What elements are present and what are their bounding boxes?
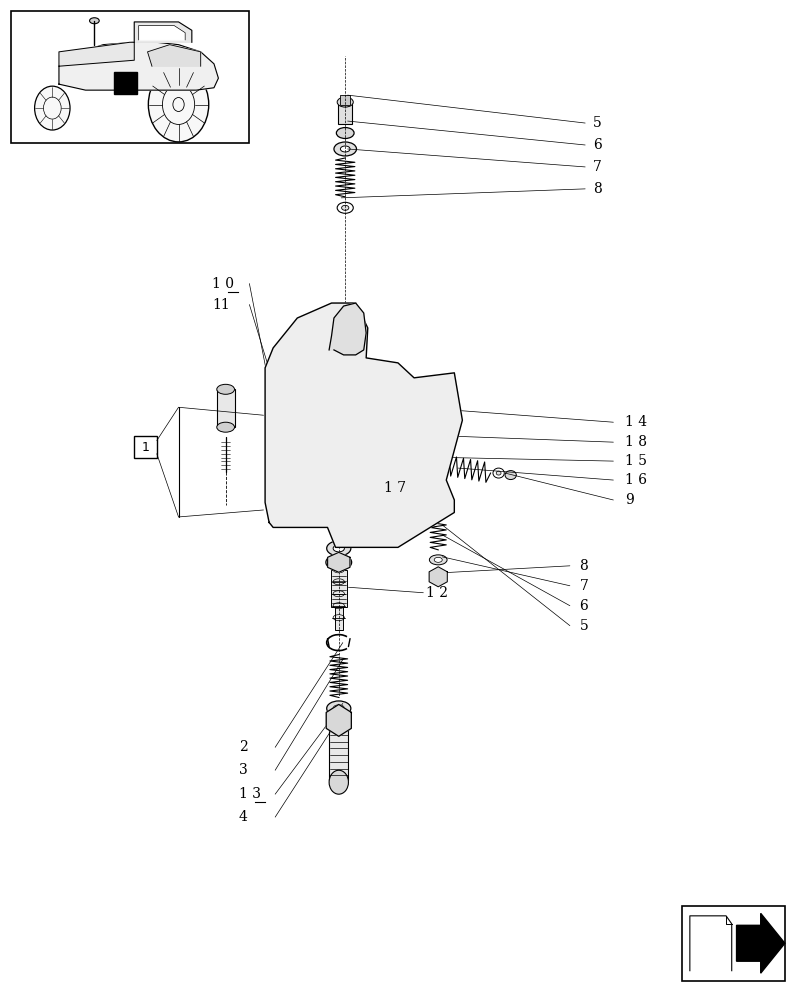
Ellipse shape (337, 97, 353, 107)
Circle shape (404, 440, 420, 460)
Ellipse shape (333, 545, 344, 552)
Circle shape (339, 487, 356, 507)
Text: 7: 7 (593, 160, 602, 174)
Circle shape (149, 67, 208, 142)
Ellipse shape (342, 205, 349, 210)
Text: 1 8: 1 8 (625, 435, 647, 449)
Bar (330, 570, 347, 607)
Text: 2: 2 (239, 740, 248, 754)
Circle shape (329, 770, 348, 794)
Ellipse shape (429, 555, 447, 565)
Circle shape (410, 470, 434, 500)
Circle shape (402, 459, 443, 511)
Ellipse shape (406, 397, 419, 409)
Ellipse shape (268, 397, 286, 409)
Polygon shape (326, 704, 351, 736)
Polygon shape (329, 303, 366, 355)
Text: 1: 1 (141, 441, 149, 454)
Polygon shape (59, 42, 218, 90)
Circle shape (339, 318, 356, 338)
Text: 1 7: 1 7 (384, 481, 406, 495)
Ellipse shape (496, 471, 501, 475)
Ellipse shape (337, 202, 353, 213)
Circle shape (301, 397, 362, 473)
Circle shape (343, 492, 351, 502)
Bar (338, 102, 352, 124)
Polygon shape (59, 42, 134, 66)
Bar (134, 436, 157, 458)
Bar (329, 725, 348, 780)
Text: 11: 11 (213, 298, 230, 312)
Ellipse shape (505, 471, 516, 480)
Ellipse shape (326, 541, 351, 556)
Circle shape (305, 468, 325, 492)
Bar (335, 607, 343, 630)
Text: 1 3: 1 3 (239, 787, 261, 801)
Text: 1 0: 1 0 (213, 277, 234, 291)
Polygon shape (429, 567, 448, 587)
Bar (114, 72, 137, 94)
Polygon shape (737, 913, 785, 973)
Ellipse shape (493, 468, 504, 478)
Bar (340, 95, 350, 105)
Ellipse shape (273, 401, 281, 406)
Polygon shape (690, 916, 732, 971)
Bar (217, 389, 234, 427)
Ellipse shape (326, 554, 351, 570)
Text: 9: 9 (625, 493, 634, 507)
Ellipse shape (90, 18, 99, 24)
Ellipse shape (336, 128, 354, 139)
Ellipse shape (217, 384, 234, 394)
Text: 1 4: 1 4 (625, 415, 647, 429)
Bar (682, 906, 785, 981)
Circle shape (325, 427, 338, 443)
Text: 4: 4 (239, 810, 248, 824)
Bar (11, 11, 249, 143)
Ellipse shape (434, 557, 442, 562)
Text: 5: 5 (593, 116, 602, 130)
Polygon shape (139, 26, 185, 40)
Text: 8: 8 (579, 559, 588, 573)
Polygon shape (134, 22, 191, 42)
Circle shape (310, 474, 320, 486)
Circle shape (35, 86, 70, 130)
Ellipse shape (326, 701, 351, 716)
Ellipse shape (340, 146, 350, 152)
Circle shape (418, 449, 431, 465)
Circle shape (411, 419, 440, 455)
Text: 5: 5 (579, 619, 588, 633)
Polygon shape (327, 552, 350, 572)
Text: 7: 7 (579, 579, 588, 593)
Text: 6: 6 (579, 599, 588, 613)
Text: 6: 6 (593, 138, 602, 152)
Text: 1 2: 1 2 (426, 586, 448, 600)
Ellipse shape (334, 142, 356, 156)
Ellipse shape (333, 705, 344, 712)
Circle shape (401, 405, 452, 469)
Ellipse shape (272, 430, 287, 440)
Text: 8: 8 (593, 182, 602, 196)
Polygon shape (148, 45, 200, 66)
Ellipse shape (217, 422, 234, 432)
Circle shape (314, 413, 349, 457)
Text: 1 6: 1 6 (625, 473, 647, 487)
Text: 1 5: 1 5 (625, 454, 647, 468)
Ellipse shape (337, 336, 353, 350)
Circle shape (408, 398, 416, 408)
Text: 3: 3 (239, 763, 248, 777)
Polygon shape (265, 303, 462, 547)
